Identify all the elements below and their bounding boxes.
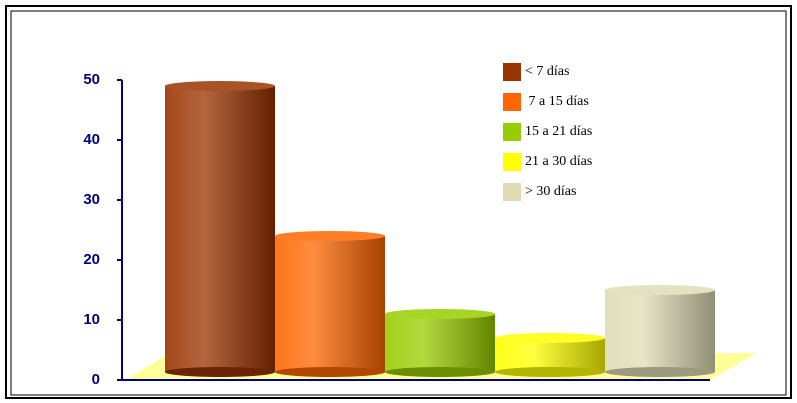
legend-label: 7 a 15 días [525,94,589,109]
legend-swatch [503,63,521,81]
legend-label: < 7 días [525,64,569,79]
bar [275,231,385,377]
legend-label: 21 a 30 días [525,154,592,169]
bar [605,285,715,377]
bar-body [165,86,275,372]
frame-inner [10,10,787,396]
bar [495,333,605,377]
bar-base [605,367,715,377]
bar-body [495,338,605,372]
legend-swatch [503,183,521,201]
bar-cap [275,231,385,241]
bar-cap [385,309,495,319]
frame [5,5,792,399]
y-tick-label: 30 [83,191,100,208]
bar-base [165,367,275,377]
y-tick-label: 20 [83,251,100,268]
bar-cap [165,81,275,91]
legend-swatch [503,123,521,141]
bar [165,81,275,377]
y-tick-label: 0 [92,371,100,388]
y-tick-label: 10 [83,311,100,328]
bar-cap [605,285,715,295]
bar [385,309,495,377]
legend-label: > 30 días [525,184,576,199]
bar-cap [495,333,605,343]
bar-body [275,236,385,372]
y-tick-label: 40 [83,131,100,148]
legend-label: 15 a 21 días [525,124,592,139]
bar-body [385,314,495,372]
legend-swatch [503,153,521,171]
bar-base [385,367,495,377]
legend-swatch [503,93,521,111]
bar-body [605,290,715,372]
bar-base [275,367,385,377]
y-tick-label: 50 [83,71,100,88]
bar-base [495,367,605,377]
